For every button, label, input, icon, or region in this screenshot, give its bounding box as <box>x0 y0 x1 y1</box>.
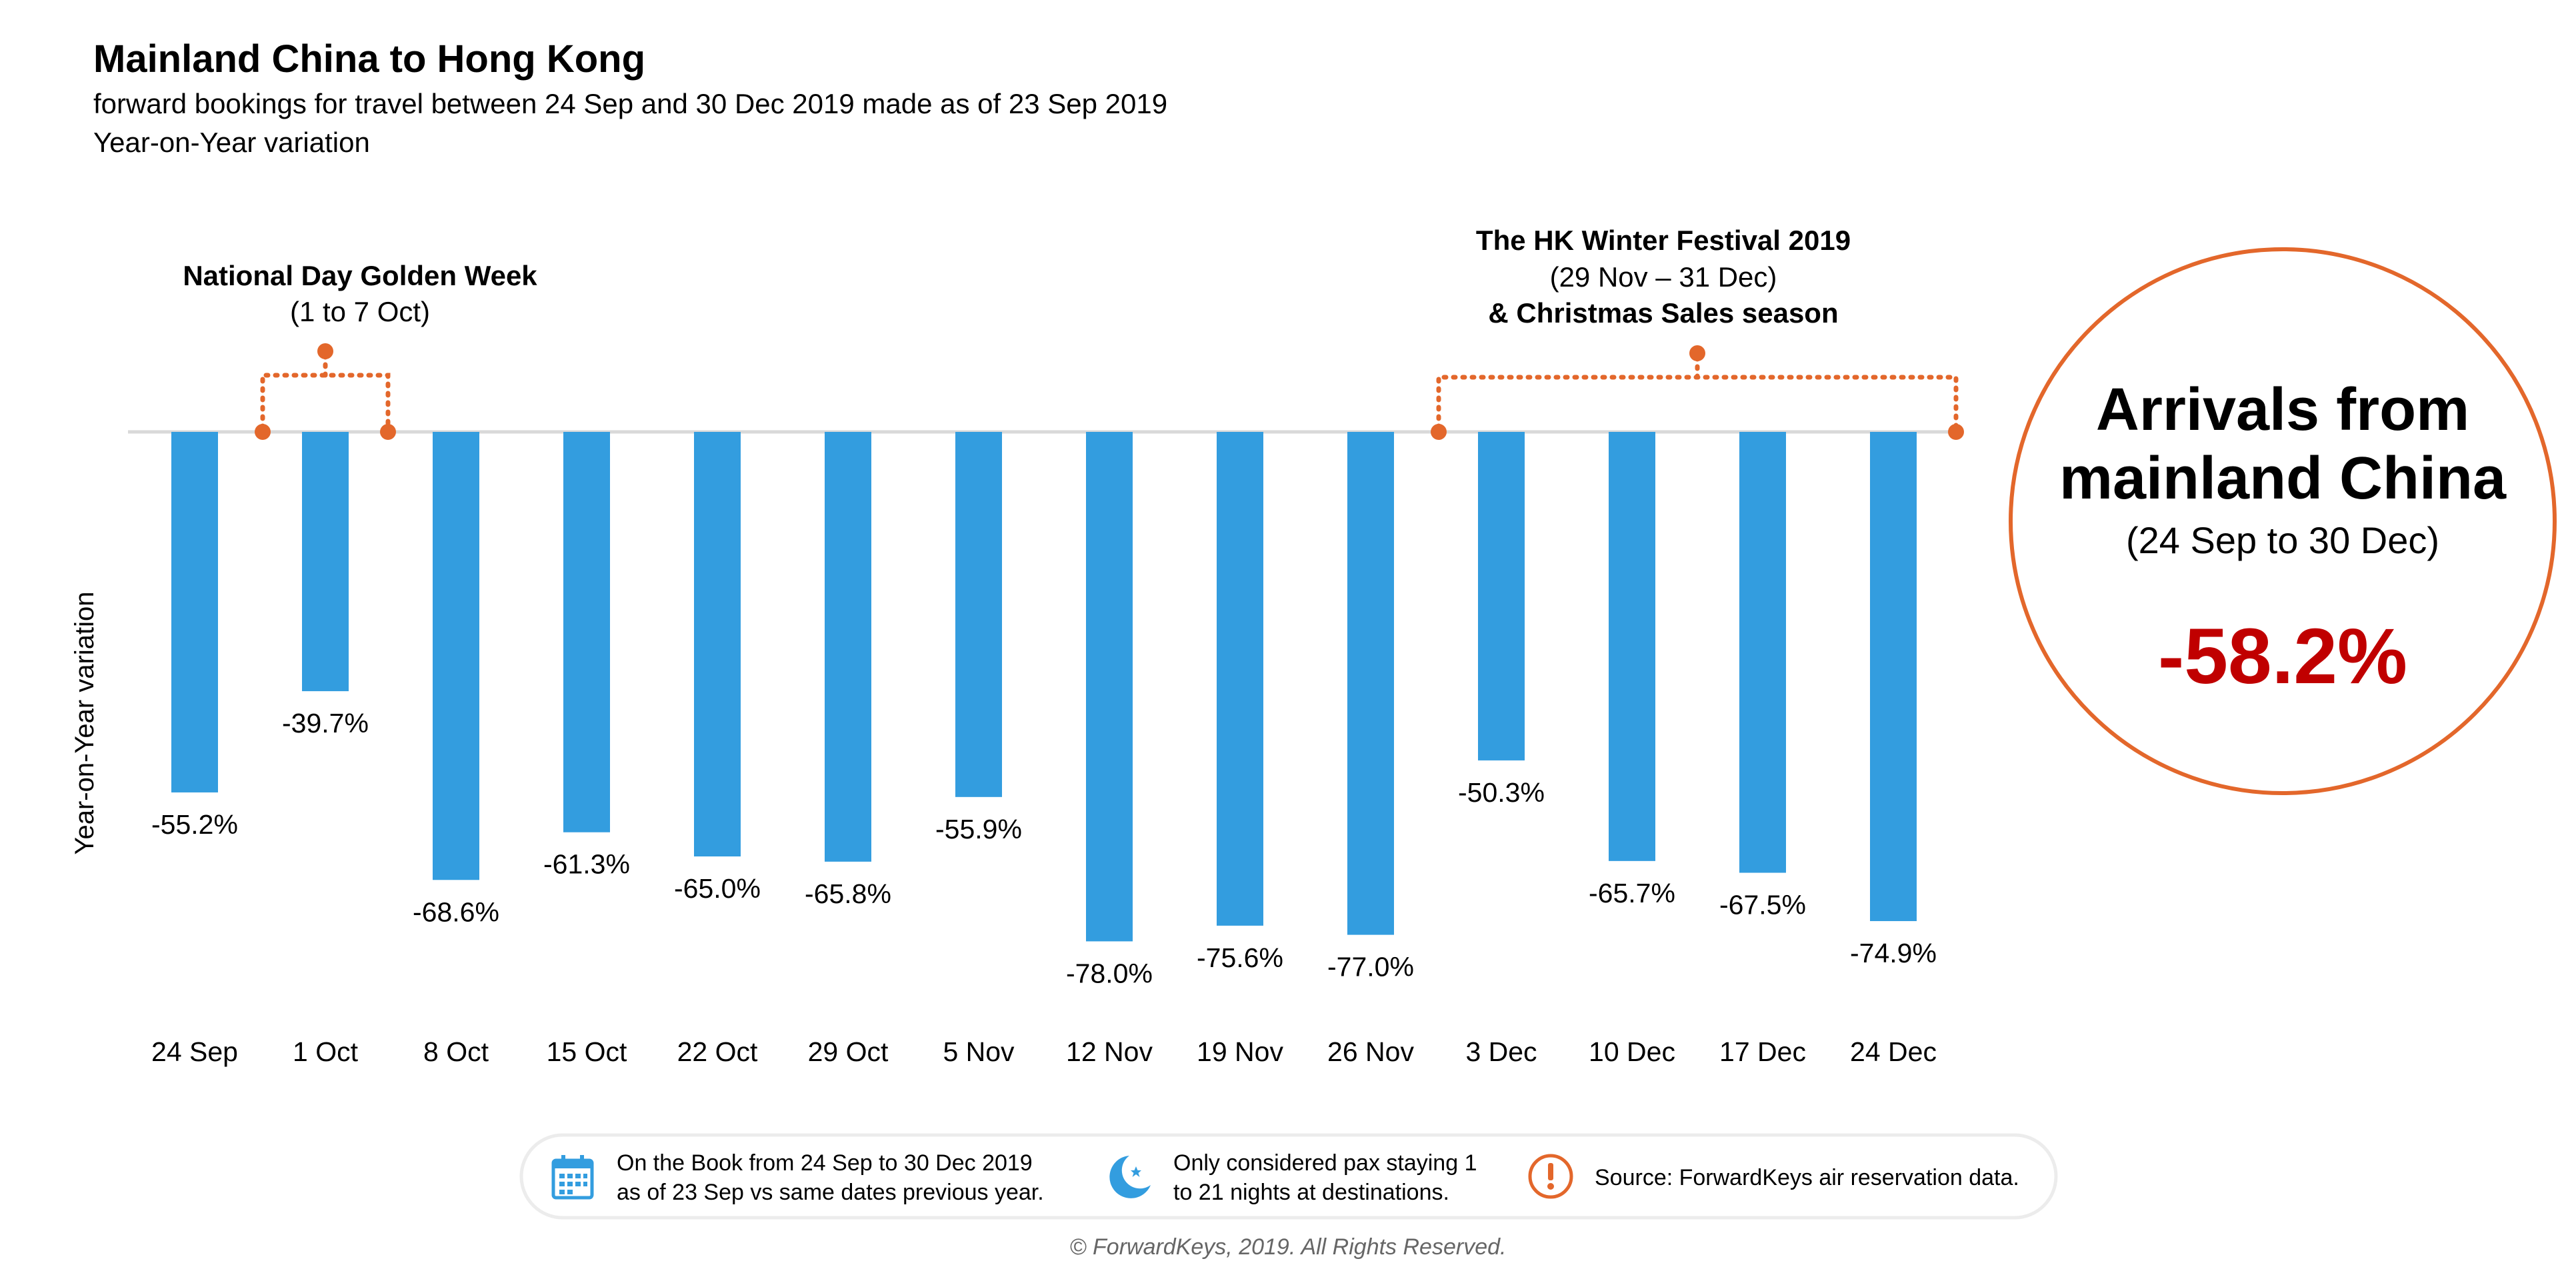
callout-line1: Arrivals from <box>2096 377 2469 443</box>
golden-week-bracket-dot-2 <box>317 343 333 359</box>
bar-1-oct <box>302 432 349 692</box>
bar-24-sep <box>171 432 218 792</box>
footer-item-2-line2: to 21 nights at destinations. <box>1173 1180 1449 1205</box>
bar-22-oct <box>694 432 741 856</box>
value-label-1-oct: -39.7% <box>282 708 369 738</box>
callout-period: (24 Sep to 30 Dec) <box>2126 519 2439 561</box>
footer-item-1-line2: as of 23 Sep vs same dates previous year… <box>617 1180 1044 1205</box>
winter-festival-bracket-dot-0 <box>1431 424 1447 440</box>
exclamation-icon <box>1528 1154 1573 1199</box>
moon-icon <box>1109 1156 1151 1198</box>
annotation-golden-week-dates: (1 to 7 Oct) <box>290 296 430 327</box>
x-tick-24-sep: 24 Sep <box>151 1036 238 1067</box>
bar-12-nov <box>1086 432 1133 942</box>
arrivals-callout: Arrivals from mainland China (24 Sep to … <box>2009 247 2557 795</box>
chart-subtitle: forward bookings for travel between 24 S… <box>93 88 1167 119</box>
value-label-3-dec: -50.3% <box>1458 777 1545 808</box>
chart-subtitle-2: Year-on-Year variation <box>93 127 370 158</box>
x-tick-8-oct: 8 Oct <box>423 1036 489 1067</box>
x-tick-3-dec: 3 Dec <box>1465 1036 1537 1067</box>
x-tick-12-nov: 12 Nov <box>1066 1036 1153 1067</box>
x-tick-1-oct: 1 Oct <box>293 1036 359 1067</box>
value-label-15-oct: -61.3% <box>543 849 630 880</box>
footer-legend: On the Book from 24 Sep to 30 Dec 2019 a… <box>519 1133 2058 1220</box>
annotation-winter-festival-title: The HK Winter Festival 2019 <box>1476 225 1851 256</box>
value-label-17-dec: -67.5% <box>1719 890 1806 920</box>
annotation-golden-week: National Day Golden Week (1 to 7 Oct) <box>183 260 537 440</box>
chart-title: Mainland China to Hong Kong <box>93 37 645 81</box>
x-tick-19-nov: 19 Nov <box>1197 1036 1283 1067</box>
bar-8-oct <box>433 432 479 880</box>
annotation-winter-festival-dates: (29 Nov – 31 Dec) <box>1550 261 1777 293</box>
x-tick-5-nov: 5 Nov <box>943 1036 1015 1067</box>
footer-legend-box <box>519 1133 2058 1220</box>
value-label-22-oct: -65.0% <box>674 873 761 904</box>
bar-26-nov <box>1347 432 1394 935</box>
bar-5-nov <box>955 432 1002 797</box>
footer-item-1-line1: On the Book from 24 Sep to 30 Dec 2019 <box>617 1150 1033 1176</box>
x-tick-17-dec: 17 Dec <box>1719 1036 1806 1067</box>
value-label-29-oct: -65.8% <box>805 878 891 909</box>
golden-week-bracket-dot-1 <box>380 424 396 440</box>
annotation-winter-festival-title-2: & Christmas Sales season <box>1488 297 1838 329</box>
value-label-24-dec: -74.9% <box>1850 938 1937 968</box>
x-tick-15-oct: 15 Oct <box>547 1036 627 1067</box>
callout-circle <box>2009 247 2557 795</box>
bar-29-oct <box>825 432 871 862</box>
x-tick-10-dec: 10 Dec <box>1589 1036 1675 1067</box>
annotation-winter-festival: The HK Winter Festival 2019 (29 Nov – 31… <box>1431 225 1964 440</box>
value-labels: -55.2% -39.7% -68.6% -61.3% -65.0% -65.8% -55.… <box>151 708 1937 988</box>
calendar-icon <box>551 1155 594 1200</box>
value-label-12-nov: -78.0% <box>1066 958 1153 988</box>
winter-festival-bracket-dot-1 <box>1948 424 1964 440</box>
x-tick-22-oct: 22 Oct <box>677 1036 758 1067</box>
bar-19-nov <box>1217 432 1263 926</box>
callout-line2: mainland China <box>2059 445 2507 512</box>
y-axis-label: Year-on-Year variation <box>70 591 99 854</box>
value-label-19-nov: -75.6% <box>1197 942 1283 973</box>
bar-24-dec <box>1870 432 1917 922</box>
value-label-8-oct: -68.6% <box>413 896 499 927</box>
x-tick-29-oct: 29 Oct <box>808 1036 889 1067</box>
bar-10-dec <box>1609 432 1655 861</box>
x-tick-24-dec: 24 Dec <box>1850 1036 1937 1067</box>
winter-festival-bracket-line <box>1436 375 1959 431</box>
footer-item-3-line1: Source: ForwardKeys air reservation data… <box>1595 1165 2019 1190</box>
value-label-26-nov: -77.0% <box>1327 952 1414 982</box>
bar-17-dec <box>1739 432 1786 873</box>
annotation-winter-festival-bracket <box>1431 345 1964 440</box>
golden-week-bracket-dot-0 <box>255 424 271 440</box>
bars <box>171 432 1917 942</box>
x-tick-labels: 24 Sep 1 Oct 8 Oct 15 Oct 22 Oct 29 Oct 5 Nov 1… <box>151 1036 1937 1067</box>
x-tick-26-nov: 26 Nov <box>1327 1036 1414 1067</box>
bar-3-dec <box>1478 432 1525 760</box>
golden-week-bracket-line <box>260 373 391 431</box>
winter-festival-bracket-dot-2 <box>1689 345 1705 361</box>
copyright: © ForwardKeys, 2019. All Rights Reserved… <box>1070 1234 1507 1260</box>
value-label-5-nov: -55.9% <box>935 814 1022 844</box>
value-label-10-dec: -65.7% <box>1589 878 1675 908</box>
annotation-golden-week-bracket <box>255 343 396 440</box>
annotation-golden-week-title: National Day Golden Week <box>183 260 537 291</box>
bar-15-oct <box>563 432 610 832</box>
value-label-24-sep: -55.2% <box>151 809 238 840</box>
callout-value: -58.2% <box>2158 613 2407 700</box>
footer-item-2-line1: Only considered pax staying 1 <box>1173 1150 1477 1176</box>
